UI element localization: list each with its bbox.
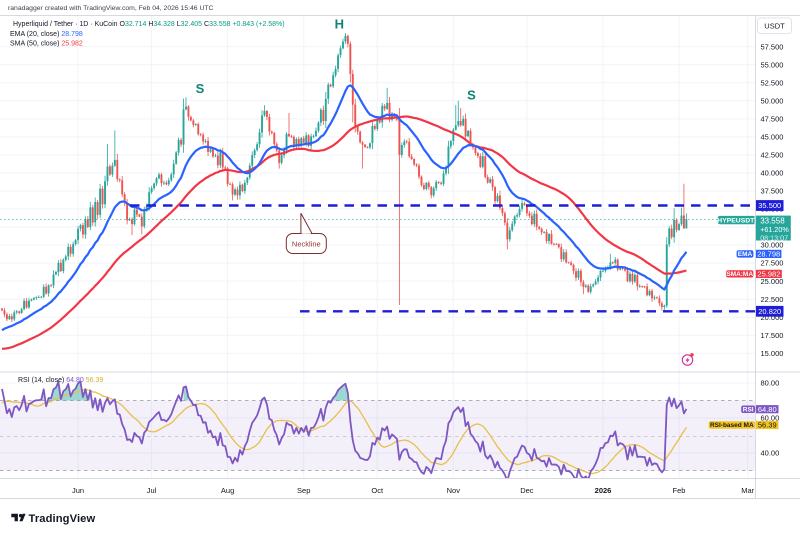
- svg-text:SMA (50, close) 25.982: SMA (50, close) 25.982: [10, 41, 83, 48]
- svg-text:27.500: 27.500: [761, 259, 784, 268]
- svg-text:08:13:07: 08:13:07: [760, 233, 788, 242]
- svg-text:40.000: 40.000: [761, 169, 784, 178]
- svg-text:+61.20%: +61.20%: [760, 225, 789, 234]
- svg-text:H: H: [335, 17, 344, 32]
- svg-text:Neckline: Neckline: [292, 240, 321, 249]
- svg-text:ranadagger created with Tradin: ranadagger created with TradingView.com,…: [8, 5, 214, 12]
- svg-text:47.500: 47.500: [761, 114, 784, 123]
- svg-text:45.000: 45.000: [761, 132, 784, 141]
- svg-text:37.500: 37.500: [761, 187, 784, 196]
- svg-text:52.500: 52.500: [761, 78, 784, 87]
- svg-text:17.500: 17.500: [761, 331, 784, 340]
- svg-text:42.500: 42.500: [761, 151, 784, 160]
- svg-text:2026: 2026: [595, 486, 612, 495]
- svg-text:TradingView: TradingView: [29, 513, 96, 525]
- svg-text:RSI (14, close) 64.80 56.39: RSI (14, close) 64.80 56.39: [18, 377, 103, 384]
- svg-text:Feb: Feb: [673, 486, 686, 495]
- svg-text:Nov: Nov: [447, 486, 461, 495]
- svg-text:28.798: 28.798: [757, 250, 780, 259]
- svg-text:RSI-based MA: RSI-based MA: [710, 422, 754, 429]
- svg-text:S: S: [196, 81, 205, 96]
- svg-text:USDT: USDT: [764, 21, 785, 30]
- svg-text:HYPEUSDT: HYPEUSDT: [717, 217, 755, 224]
- svg-text:40.00: 40.00: [761, 449, 780, 458]
- svg-text:Jun: Jun: [72, 486, 84, 495]
- svg-text:Mar: Mar: [741, 486, 754, 495]
- svg-text:80.00: 80.00: [761, 379, 780, 388]
- svg-text:57.500: 57.500: [761, 42, 784, 51]
- svg-text:Oct: Oct: [371, 486, 384, 495]
- svg-text:55.000: 55.000: [761, 60, 784, 69]
- svg-text:Jul: Jul: [147, 486, 157, 495]
- svg-text:50.000: 50.000: [761, 96, 784, 105]
- svg-text:25.000: 25.000: [761, 277, 784, 286]
- svg-text:22.500: 22.500: [761, 295, 784, 304]
- svg-text:15.000: 15.000: [761, 349, 784, 358]
- svg-text:Aug: Aug: [221, 486, 234, 495]
- svg-text:Dec: Dec: [520, 486, 534, 495]
- svg-text:20.000: 20.000: [761, 313, 784, 322]
- svg-text:EMA: EMA: [738, 251, 753, 258]
- svg-text:EMA (20, close) 28.798: EMA (20, close) 28.798: [10, 31, 83, 38]
- svg-text:30.000: 30.000: [761, 241, 784, 250]
- svg-text:35.500: 35.500: [758, 201, 781, 210]
- svg-text:56.39: 56.39: [758, 421, 777, 430]
- svg-text:RSI: RSI: [743, 407, 754, 414]
- svg-text:Hyperliquid / Tether · 1D · Ku: Hyperliquid / Tether · 1D · KuCoin O32.7…: [13, 21, 285, 28]
- svg-text:60.00: 60.00: [761, 414, 780, 423]
- svg-text:33.558: 33.558: [760, 217, 785, 226]
- svg-text:SMA:MA: SMA:MA: [726, 271, 753, 278]
- svg-text:25.982: 25.982: [757, 270, 780, 279]
- svg-text:Sep: Sep: [297, 486, 310, 495]
- svg-text:64.80: 64.80: [758, 405, 777, 414]
- svg-text:20.820: 20.820: [758, 307, 781, 316]
- svg-text:S: S: [467, 88, 476, 103]
